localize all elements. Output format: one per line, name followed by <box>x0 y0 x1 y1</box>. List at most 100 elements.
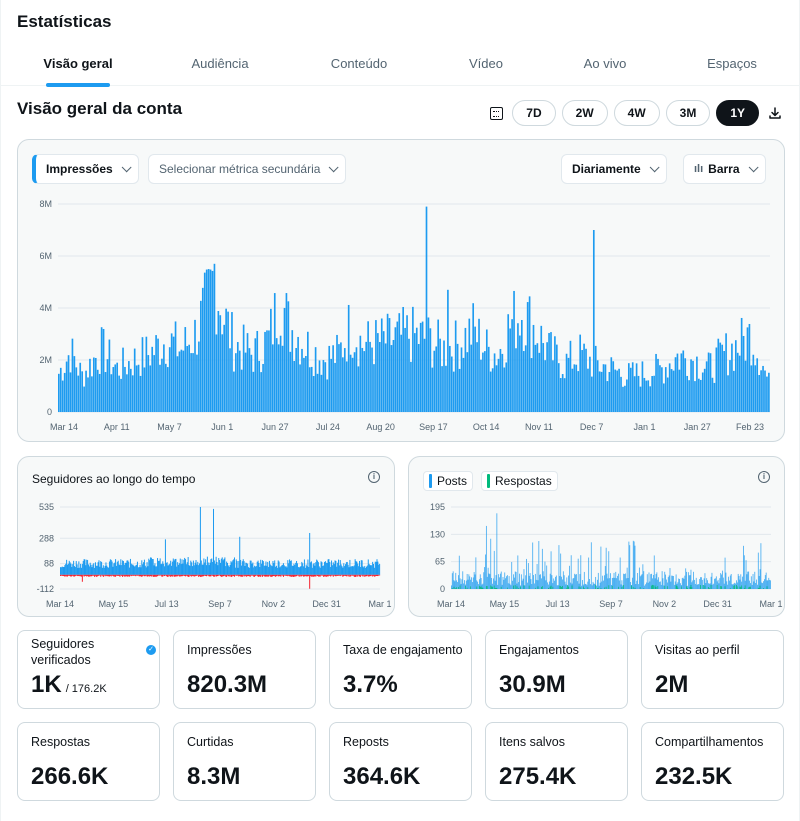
posts-bar <box>628 541 630 589</box>
posts-bar <box>709 583 711 589</box>
posts-bar <box>463 583 465 589</box>
followers-gain-bar <box>361 560 363 575</box>
followers-gain-bar <box>313 562 315 575</box>
x-tick-label: Dec 31 <box>703 599 732 609</box>
x-tick-label: Apr 11 <box>104 422 130 432</box>
impressions-bar <box>380 318 383 412</box>
range-7d-button[interactable]: 7D <box>512 100 556 126</box>
tab-spaces[interactable]: Espaços <box>707 56 757 71</box>
posts-bar <box>456 580 458 589</box>
followers-gain-bar <box>171 561 173 575</box>
followers-loss-bar <box>358 574 360 576</box>
tab-live[interactable]: Ao vivo <box>583 56 627 71</box>
chart-type-select[interactable]: ılı Barra <box>683 154 766 184</box>
metric-verified-followers[interactable]: Seguidores verificados ✓ 1K/ 176.2K <box>17 630 160 709</box>
posts-bar <box>475 557 477 589</box>
followers-loss-bar <box>341 574 343 576</box>
posts-bar <box>713 583 715 589</box>
tab-bar: Visão geral Audiência Conteúdo Vídeo Ao … <box>1 46 800 87</box>
legend-posts[interactable]: Posts <box>423 471 474 491</box>
impressions-bar <box>151 346 154 412</box>
granularity-select[interactable]: Diariamente <box>561 154 667 184</box>
followers-loss-bar <box>135 574 137 577</box>
followers-gain-bar <box>264 565 266 575</box>
followers-gain-bar <box>283 565 285 575</box>
impressions-bar <box>546 342 548 412</box>
followers-loss-bar <box>184 574 186 577</box>
range-3m-button[interactable]: 3M <box>665 100 711 126</box>
followers-loss-bar <box>256 574 258 576</box>
impressions-bar <box>686 375 689 412</box>
info-icon[interactable]: i <box>368 471 380 483</box>
range-4w-button[interactable]: 4W <box>613 100 660 126</box>
metric-label: Seguidores verificados <box>31 637 95 667</box>
metric-reposts[interactable]: Reposts 364.6K <box>329 722 472 801</box>
posts-bar <box>508 576 510 589</box>
range-1y-button[interactable]: 1Y <box>716 100 759 126</box>
posts-bar <box>664 571 666 589</box>
info-icon[interactable]: i <box>758 471 770 483</box>
metric-engagements[interactable]: Engajamentos 30.9M <box>485 630 628 709</box>
posts-bar <box>513 577 515 589</box>
metric-bookmarks[interactable]: Itens salvos 275.4K <box>485 722 628 801</box>
metric-shares[interactable]: Compartilhamentos 232.5K <box>641 722 784 801</box>
followers-gain-bar <box>284 566 286 575</box>
impressions-bar <box>703 368 706 412</box>
followers-loss-bar <box>250 574 252 576</box>
replies-bar <box>541 587 542 589</box>
impressions-bar <box>571 368 574 412</box>
followers-gain-bar <box>128 561 130 575</box>
replies-bar <box>549 586 551 589</box>
followers-loss-bar <box>115 574 117 577</box>
metric-replies[interactable]: Respostas 266.6K <box>17 722 160 801</box>
followers-loss-bar <box>359 574 361 577</box>
followers-gain-bar <box>230 561 232 575</box>
followers-gain-bar <box>296 563 298 575</box>
impressions-bar <box>320 374 323 412</box>
replies-bar <box>710 584 712 589</box>
impressions-bar <box>423 338 426 412</box>
impressions-bar <box>454 320 457 412</box>
impressions-bar <box>336 334 338 412</box>
tab-overview[interactable]: Visão geral <box>43 56 113 71</box>
replies-bar <box>466 587 468 589</box>
tab-video[interactable]: Vídeo <box>469 56 503 71</box>
posts-bar <box>766 580 768 589</box>
followers-gain-bar <box>305 564 307 575</box>
followers-gain-bar <box>354 559 356 575</box>
tab-audience[interactable]: Audiência <box>191 56 249 71</box>
followers-loss-bar <box>120 574 122 576</box>
replies-bar <box>580 587 582 589</box>
impressions-bar <box>238 350 241 412</box>
followers-gain-bar <box>94 567 96 575</box>
impressions-bar <box>324 362 327 412</box>
followers-loss-bar <box>298 574 300 577</box>
impressions-bar <box>672 370 675 412</box>
followers-gain-bar <box>363 567 365 575</box>
calendar-button[interactable] <box>486 101 506 125</box>
followers-loss-bar <box>360 574 362 576</box>
metric-impressions[interactable]: Impressões 820.3M <box>173 630 316 709</box>
followers-loss-bar <box>220 574 221 577</box>
range-2w-button[interactable]: 2W <box>561 100 608 126</box>
impressions-bar <box>664 367 667 412</box>
legend-replies[interactable]: Respostas <box>481 471 558 491</box>
primary-metric-select[interactable]: Impressões <box>32 154 139 184</box>
followers-gain-bar <box>257 560 259 575</box>
secondary-metric-select[interactable]: Selecionar métrica secundária <box>148 154 347 184</box>
impressions-bar <box>439 338 441 412</box>
followers-gain-bar <box>205 559 207 575</box>
tab-content[interactable]: Conteúdo <box>330 56 388 71</box>
y-tick-label: 288 <box>39 533 54 543</box>
metric-likes[interactable]: Curtidas 8.3M <box>173 722 316 801</box>
download-button[interactable] <box>765 101 785 125</box>
posts-bar <box>658 577 660 589</box>
posts-bar <box>641 574 643 589</box>
followers-loss-bar <box>373 574 375 576</box>
active-tab-indicator <box>46 83 110 87</box>
metric-profile-visits[interactable]: Visitas ao perfil 2M <box>641 630 784 709</box>
metric-engagement-rate[interactable]: Taxa de engajamento 3.7% <box>329 630 472 709</box>
